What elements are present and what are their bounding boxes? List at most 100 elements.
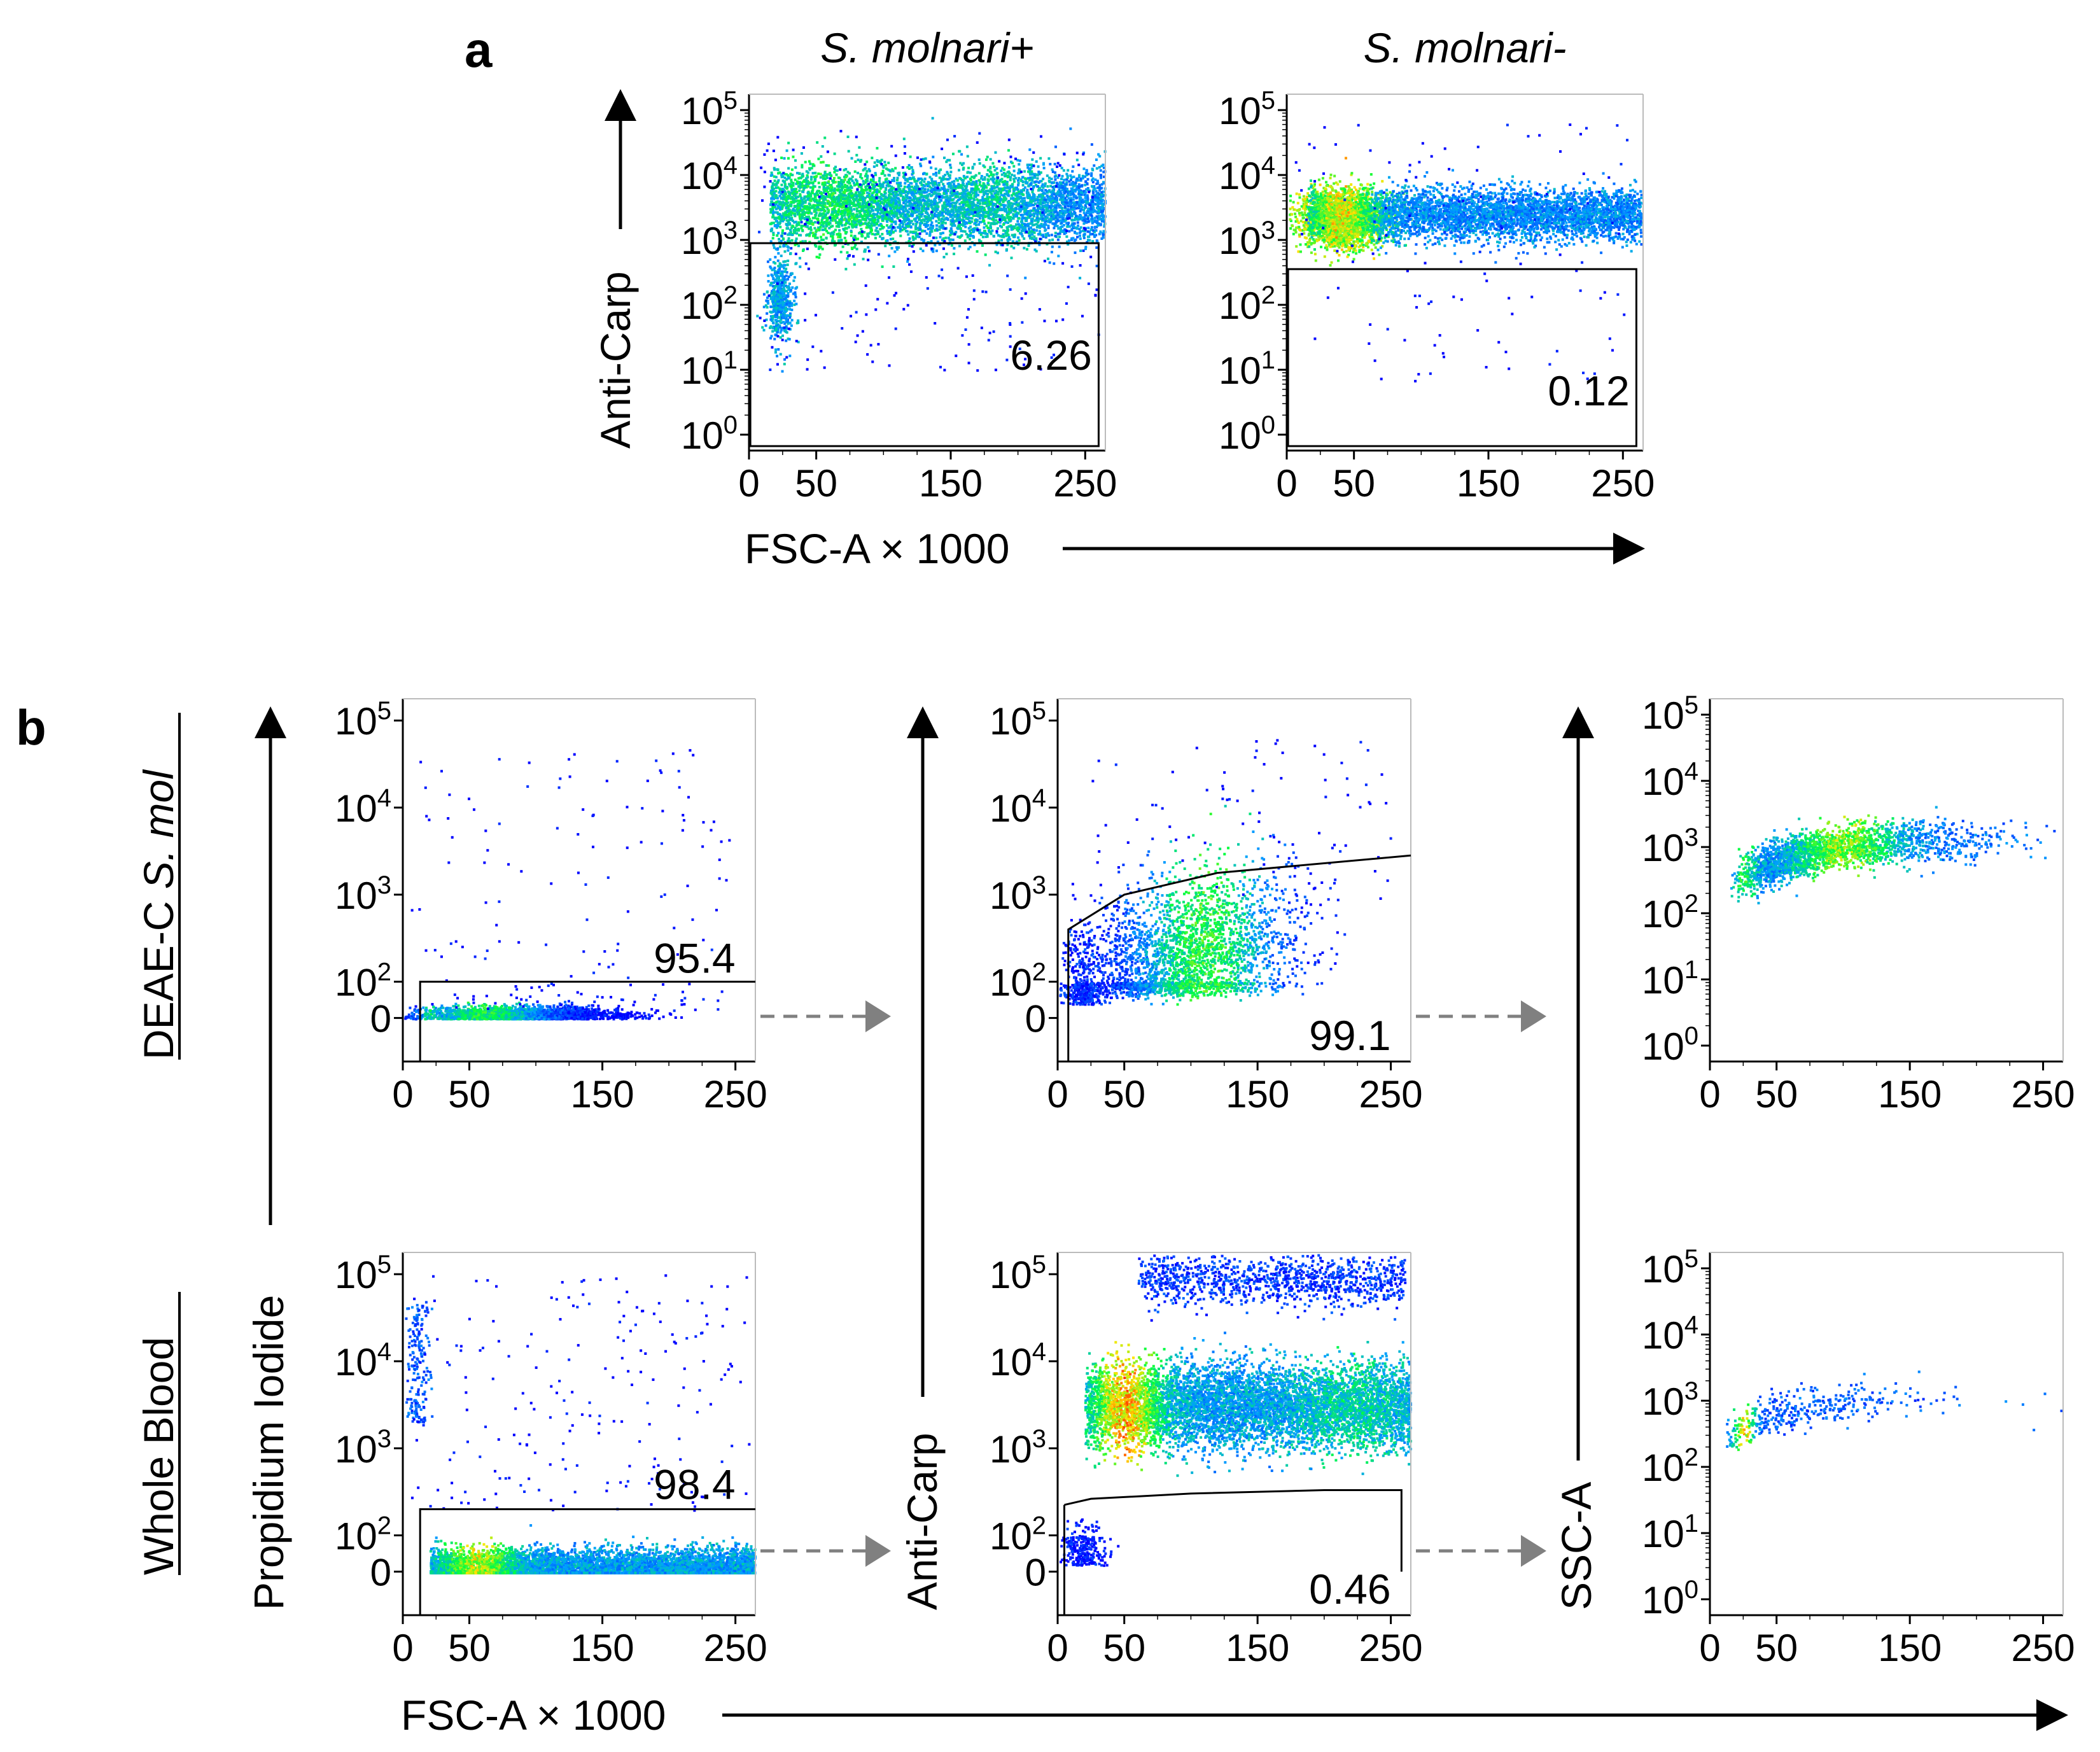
a1-event-dot: [886, 224, 888, 227]
a1-event-dot: [853, 208, 855, 211]
a1-event-dot: [1047, 258, 1049, 260]
a1-event-dot: [885, 164, 887, 166]
a1-event-dot: [952, 153, 955, 155]
a1-event-dot: [1007, 149, 1010, 151]
a1-event-dot: [977, 223, 980, 226]
a1-event-dot: [942, 256, 945, 258]
a1-event-dot: [822, 248, 824, 250]
a1-event-dot: [874, 162, 876, 164]
a1-event-dot: [925, 232, 928, 235]
a1-event-dot: [881, 265, 884, 268]
a1-event-dot: [985, 158, 988, 161]
a1-event-dot: [771, 172, 773, 174]
panel-a-y-axis-label: Anti-Carp: [592, 271, 639, 449]
a1-event-dot: [1011, 174, 1013, 176]
row-label-deae: DEAE-C S. mol: [135, 769, 182, 1060]
a1-event-dot: [791, 239, 794, 242]
a1-event-dot: [818, 186, 821, 188]
a1-event-dot: [1044, 183, 1047, 185]
row-label-whole-blood: Whole Blood: [135, 1337, 182, 1575]
a1-event-dot: [896, 179, 899, 181]
a1-event-dot: [1091, 218, 1094, 220]
a1-event-dot: [865, 160, 868, 163]
a1-event-dot: [1047, 157, 1050, 160]
gating-arrow-row2-2: [1416, 1535, 1546, 1567]
a1-event-dot: [1009, 179, 1012, 181]
a1-event-dot: [876, 147, 878, 150]
a1-event-dot: [844, 268, 847, 270]
a1-event-dot: [995, 167, 998, 170]
a1-event-dot: [787, 142, 790, 144]
a1-event-dot: [951, 244, 953, 247]
a1-event-dot: [976, 250, 979, 253]
panel-letter-b: b: [16, 699, 46, 755]
a1-event-dot: [876, 164, 878, 167]
a1-event-dot: [987, 221, 990, 224]
a1-event-dot: [1023, 237, 1025, 240]
a1-event-dot: [816, 237, 819, 239]
a1-event-dot: [818, 256, 820, 259]
a1-event-dot: [1049, 163, 1051, 165]
a1-event-dot: [862, 258, 865, 260]
a1-event-dot: [1035, 229, 1038, 232]
a1-event-dot: [1026, 248, 1028, 251]
row-label-deae-prefix: DEAE-C: [135, 889, 182, 1060]
a1-event-dot: [942, 183, 944, 185]
a1-event-dot: [809, 186, 812, 189]
a1-event-dot: [844, 239, 847, 242]
a1-event-dot: [979, 162, 981, 165]
a1-event-dot: [1054, 232, 1057, 234]
a1-event-dot: [1069, 127, 1072, 130]
a1-event-dot: [1012, 165, 1015, 167]
a1-event-dot: [851, 247, 853, 249]
gating-arrow-row1-2: [1416, 1000, 1546, 1032]
a1-event-dot: [887, 162, 890, 164]
a1-event-dot: [1100, 169, 1102, 172]
col1-y-axis-label: Propidium Iodide: [245, 1295, 292, 1610]
a1-event-dot: [881, 233, 883, 235]
a1-event-dot: [776, 234, 778, 237]
a1-event-dot: [1005, 235, 1007, 237]
a1-event-dot: [992, 190, 995, 192]
a1-event-dot: [923, 230, 926, 232]
a1-event-dot: [918, 218, 920, 221]
a1-event-dot: [851, 157, 853, 160]
a1-event-dot: [893, 250, 896, 253]
a1-event-dot: [1000, 239, 1003, 241]
a1-event-dot: [988, 264, 991, 267]
a1-event-dot: [794, 159, 797, 162]
a1-event-dot: [780, 255, 783, 257]
a1-event-dot: [1084, 204, 1087, 207]
a1-event-dot: [1016, 220, 1019, 223]
col3-y-axis-label: SSC-A: [1553, 1482, 1600, 1610]
gating-arrow-row1-1: [760, 1000, 891, 1032]
a1-event-dot: [969, 171, 972, 174]
col2-y-axis-label: Anti-Carp: [899, 1433, 946, 1610]
a1-event-dot: [846, 257, 849, 260]
a1-event-dot: [1013, 170, 1016, 172]
a1-event-dot: [884, 244, 886, 247]
a1-event-dot: [997, 227, 999, 230]
a1-event-dot: [779, 226, 781, 228]
a1-event-dot: [1057, 255, 1060, 257]
a1-event-dot: [1100, 176, 1102, 179]
a1-event-dot: [780, 157, 783, 159]
row-label-deae-species: S. mol: [135, 769, 182, 889]
a1-event-dot: [930, 221, 933, 224]
a1-event-dot: [842, 246, 844, 248]
a1-event-dot: [1013, 174, 1016, 177]
a1-event-dot: [1061, 175, 1064, 178]
a1-event-dot: [843, 169, 846, 171]
panel-a-x-axis-label: FSC-A × 1000: [745, 525, 1009, 572]
panel-b-x-axis-label: FSC-A × 1000: [401, 1692, 666, 1739]
a1-event-dot: [904, 182, 906, 185]
a1-event-dot: [939, 236, 942, 239]
panel-letter-a: a: [465, 22, 493, 78]
a1-event-dot: [804, 240, 807, 242]
a1-event-dot: [944, 222, 947, 225]
a1-event-dot: [966, 146, 969, 148]
a1-event-dot: [810, 228, 813, 231]
a1-event-dot: [1063, 179, 1065, 181]
a1-event-dot: [848, 150, 850, 153]
